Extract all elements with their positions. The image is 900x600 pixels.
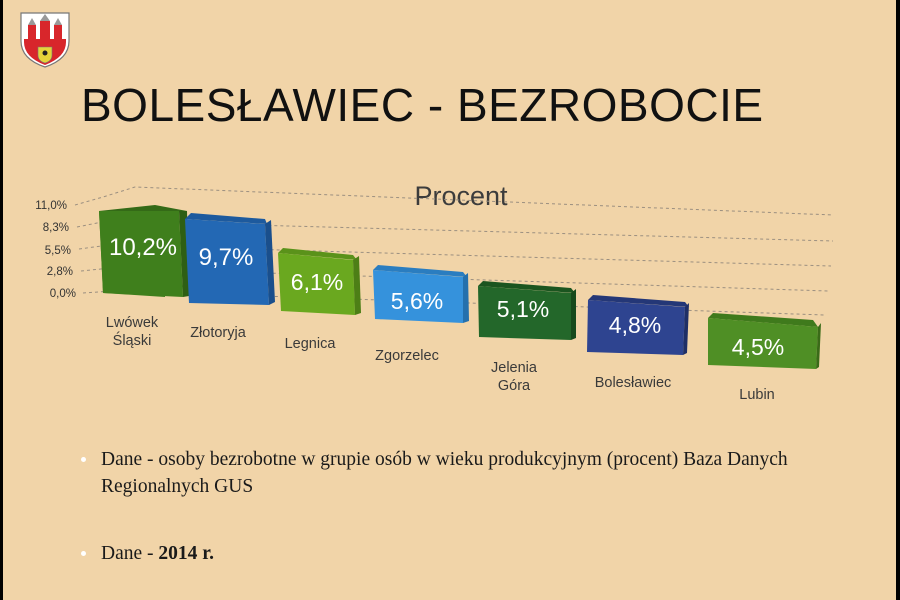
- bar-legnica: 6,1%: [278, 248, 361, 315]
- bullet-text-prefix: Dane -: [101, 543, 159, 564]
- bar-label: 10,2%: [109, 234, 177, 261]
- bar-lubin: 4,5%: [708, 313, 821, 369]
- y-tick: 0,0%: [50, 288, 76, 300]
- bar-boleslawiec: 4,8%: [587, 295, 689, 355]
- slide-title: BOLESŁAWIEC - BEZROBOCIE: [81, 79, 764, 131]
- category-label: Zgorzelec: [375, 348, 439, 364]
- bar-lwowek: 10,2%: [99, 205, 189, 297]
- bullet-dot-icon: [81, 457, 86, 462]
- bar-zgorzelec: 5,6%: [373, 265, 469, 323]
- bar-label: 4,5%: [732, 334, 784, 360]
- bar-label: 5,1%: [497, 296, 549, 322]
- bar-jelenia-gora: 5,1%: [478, 281, 576, 340]
- category-label: Legnica: [285, 336, 337, 352]
- chart-title: Procent: [414, 181, 508, 211]
- y-tick: 8,3%: [43, 222, 69, 234]
- bar-label: 4,8%: [609, 312, 661, 338]
- y-tick: 2,8%: [47, 266, 73, 278]
- category-label: Złotoryja: [190, 325, 247, 341]
- slide: BOLESŁAWIEC - BEZROBOCIE Procent 11,0% 8…: [3, 0, 896, 600]
- bullet-list: Dane - osoby bezrobotne w grupie osób w …: [79, 446, 859, 567]
- category-label: Góra: [498, 378, 531, 394]
- bullet-text: Dane - osoby bezrobotne w grupie osób w …: [101, 449, 788, 497]
- bullet-year: 2014 r.: [158, 543, 215, 564]
- bar-label: 9,7%: [199, 244, 254, 271]
- bar-label: 6,1%: [291, 269, 343, 295]
- category-label: Bolesławiec: [595, 375, 672, 391]
- coat-of-arms-icon: [19, 11, 71, 68]
- category-label: Lwówek: [106, 315, 159, 331]
- bullet-item: Dane - osoby bezrobotne w grupie osób w …: [79, 446, 859, 500]
- category-label: Jelenia: [491, 360, 538, 376]
- bar-zlotoryja: 9,7%: [185, 213, 275, 305]
- x-axis: Lwówek Śląski Złotoryja Legnica Zgorzele…: [106, 315, 775, 403]
- category-label: Śląski: [113, 331, 152, 349]
- y-axis: 11,0% 8,3% 5,5% 2,8% 0,0%: [35, 200, 76, 300]
- y-tick: 5,5%: [45, 245, 71, 257]
- bar-chart: Procent 11,0% 8,3% 5,5% 2,8% 0,0%: [3, 175, 896, 425]
- y-tick: 11,0%: [35, 200, 67, 212]
- category-label: Lubin: [739, 387, 774, 403]
- bar-label: 5,6%: [391, 288, 443, 314]
- bullet-dot-icon: [81, 551, 86, 556]
- bullet-item: Dane - 2014 r.: [79, 540, 859, 567]
